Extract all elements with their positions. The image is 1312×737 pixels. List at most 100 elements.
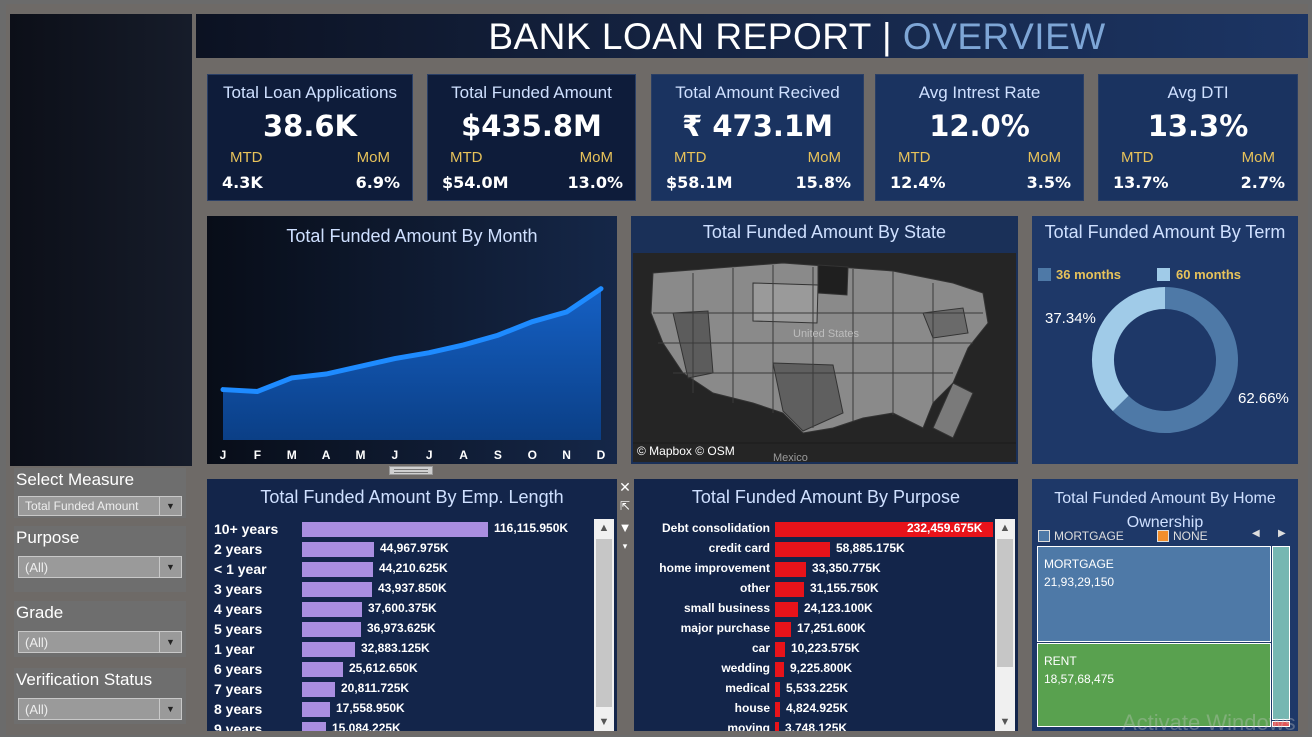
- chevron-down-icon[interactable]: ▼: [159, 497, 181, 515]
- emp-chart-title: Total Funded Amount By Emp. Length: [260, 487, 564, 507]
- bar-mark[interactable]: [775, 522, 993, 537]
- emp-chart-panel: Total Funded Amount By Emp. Length 10+ y…: [207, 479, 617, 731]
- treemap-small[interactable]: [1272, 721, 1290, 727]
- bar-mark[interactable]: [775, 702, 780, 717]
- bar-mark[interactable]: [302, 682, 335, 697]
- bar-mark[interactable]: [302, 662, 343, 677]
- more-options-icon[interactable]: ▾: [622, 541, 628, 551]
- bar-mark[interactable]: [775, 722, 779, 731]
- bar-mark[interactable]: [775, 682, 780, 697]
- scroll-up-icon[interactable]: ▲: [999, 522, 1011, 534]
- bar-mark[interactable]: [302, 602, 362, 617]
- bar-value-label: 43,937.850K: [378, 581, 447, 595]
- grade-dropdown[interactable]: (All) ▼: [18, 631, 182, 653]
- bar-category-label: < 1 year: [214, 561, 267, 577]
- filter-label: Verification Status: [16, 670, 153, 689]
- bar-value-label: 17,558.950K: [336, 701, 405, 715]
- treemap-other[interactable]: [1272, 546, 1290, 720]
- bar-mark[interactable]: [775, 642, 785, 657]
- kpi-mom-label: MoM: [1027, 149, 1061, 166]
- treemap-mortgage[interactable]: MORTGAGE 21,93,29,150: [1037, 546, 1271, 642]
- kpi-card[interactable]: Avg Intrest Rate 12.0% MTD MoM 12.4% 3.5…: [875, 74, 1084, 201]
- popout-icon[interactable]: ⇱: [619, 499, 631, 513]
- dashboard-header: BANK LOAN REPORT | OVERVIEW: [196, 14, 1308, 58]
- kpi-mtd-label: MTD: [230, 149, 263, 166]
- x-tick-label: J: [391, 448, 398, 462]
- map-canvas[interactable]: United States Mexico © Mapbox © OSM: [633, 253, 1016, 462]
- viz-toolbar: ✕ ⇱ ▼ ▾: [617, 479, 633, 561]
- purpose-dropdown[interactable]: (All) ▼: [18, 556, 182, 578]
- dropdown-value: (All): [25, 635, 49, 650]
- dropdown-value: (All): [25, 702, 49, 717]
- kpi-card[interactable]: Avg DTI 13.3% MTD MoM 13.7% 2.7%: [1098, 74, 1298, 201]
- map-attribution[interactable]: © Mapbox © OSM: [637, 444, 735, 458]
- legend-mortgage[interactable]: MORTGAGE: [1054, 529, 1124, 543]
- bar-mark[interactable]: [302, 622, 361, 637]
- emp-scrollbar[interactable]: ▲ ▼: [594, 519, 614, 731]
- measure-dropdown[interactable]: Total Funded Amount ▼: [18, 496, 182, 516]
- filter-label: Purpose: [16, 528, 80, 547]
- close-icon[interactable]: ✕: [619, 479, 631, 495]
- scroll-down-icon[interactable]: ▼: [598, 716, 610, 728]
- home-chart-title: Total Funded Amount By Home Ownership: [1054, 490, 1276, 531]
- bar-mark[interactable]: [775, 562, 806, 577]
- kpi-card[interactable]: Total Loan Applications 38.6K MTD MoM 4.…: [207, 74, 413, 201]
- month-chart-title: Total Funded Amount By Month: [286, 226, 538, 246]
- bar-category-label: car: [751, 641, 770, 655]
- bar-value-label: 32,883.125K: [361, 641, 430, 655]
- bar-category-label: 3 years: [214, 581, 263, 597]
- term-chart-title: Total Funded Amount By Term: [1044, 222, 1286, 242]
- kpi-mtd-label: MTD: [450, 149, 483, 166]
- legend-60-months[interactable]: 60 months: [1176, 267, 1242, 282]
- dropdown-value: Total Funded Amount: [25, 499, 139, 513]
- legend-swatch-none: [1157, 530, 1169, 542]
- donut-slice: [1112, 287, 1238, 433]
- map-mexico-label: Mexico: [773, 452, 808, 462]
- purpose-chart-title: Total Funded Amount By Purpose: [691, 487, 961, 507]
- bar-category-label: house: [734, 701, 770, 715]
- verification-dropdown[interactable]: (All) ▼: [18, 698, 182, 720]
- purpose-chart-panel: Total Funded Amount By Purpose Debt cons…: [634, 479, 1018, 731]
- chevron-down-icon[interactable]: ▼: [159, 699, 181, 719]
- bar-mark[interactable]: [775, 622, 791, 637]
- chevron-down-icon[interactable]: ▼: [159, 557, 181, 577]
- legend-next-icon[interactable]: ▶: [1278, 528, 1286, 539]
- legend-prev-icon[interactable]: ◀: [1252, 528, 1260, 539]
- bar-mark[interactable]: [775, 582, 804, 597]
- treemap-rent[interactable]: RENT 18,57,68,475: [1037, 643, 1271, 727]
- kpi-mtd-label: MTD: [898, 149, 931, 166]
- bar-mark[interactable]: [302, 562, 373, 577]
- bar-mark[interactable]: [302, 582, 372, 597]
- bar-mark[interactable]: [302, 542, 374, 557]
- scroll-down-icon[interactable]: ▼: [999, 716, 1011, 728]
- bar-mark[interactable]: [775, 542, 830, 557]
- kpi-mtd-value: $54.0M: [442, 173, 509, 192]
- filter-icon[interactable]: ▼: [618, 520, 632, 535]
- scroll-thumb[interactable]: [596, 539, 612, 707]
- kpi-mom-value: 13.0%: [567, 173, 623, 192]
- bar-value-label: 44,210.625K: [379, 561, 448, 575]
- x-tick-label: M: [355, 448, 365, 462]
- purpose-scrollbar[interactable]: ▲ ▼: [995, 519, 1015, 731]
- chevron-down-icon[interactable]: ▼: [159, 632, 181, 652]
- legend-swatch-60: [1157, 268, 1170, 281]
- bar-mark[interactable]: [302, 642, 355, 657]
- legend-36-months[interactable]: 36 months: [1056, 267, 1122, 282]
- bar-value-label: 3,748.125K: [785, 721, 848, 731]
- bar-mark[interactable]: [302, 702, 330, 717]
- bar-category-label: medical: [725, 681, 770, 695]
- scroll-thumb[interactable]: [997, 539, 1013, 667]
- bar-mark[interactable]: [775, 662, 784, 677]
- scroll-up-icon[interactable]: ▲: [598, 522, 610, 534]
- bar-mark[interactable]: [302, 722, 326, 731]
- kpi-card[interactable]: Total Funded Amount $435.8M MTD MoM $54.…: [427, 74, 636, 201]
- legend-none[interactable]: NONE: [1173, 529, 1208, 543]
- bar-mark[interactable]: [775, 602, 798, 617]
- kpi-card[interactable]: Total Amount Recived ₹ 473.1M MTD MoM $5…: [651, 74, 864, 201]
- x-tick-label: F: [254, 448, 261, 462]
- bar-category-label: Debt consolidation: [662, 521, 770, 535]
- bar-value-label: 17,251.600K: [797, 621, 866, 635]
- bar-mark[interactable]: [302, 522, 488, 537]
- area-line: [220, 286, 604, 395]
- resize-handle[interactable]: [389, 466, 433, 475]
